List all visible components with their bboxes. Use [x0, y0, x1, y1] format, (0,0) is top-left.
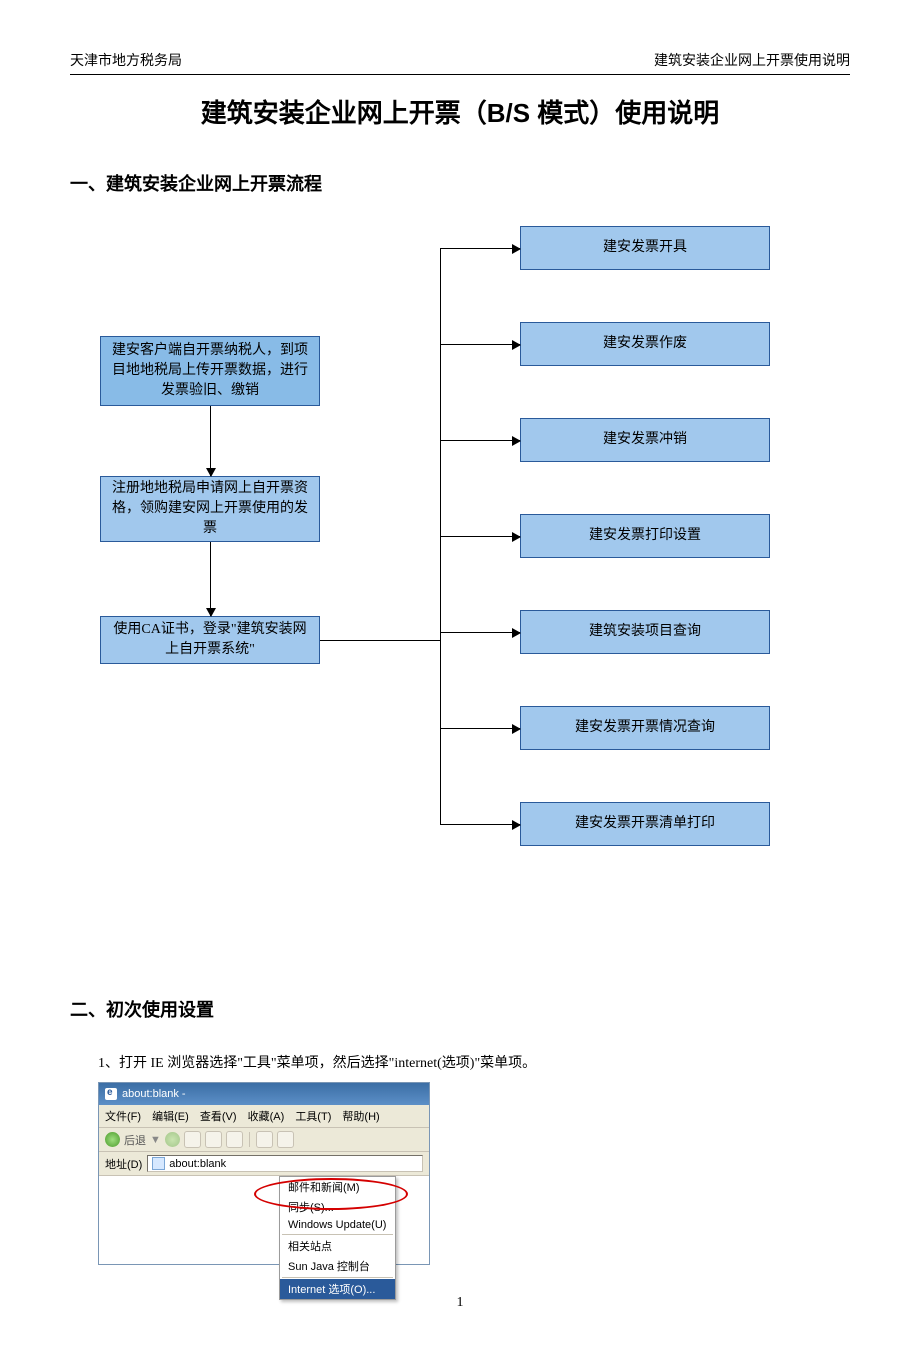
- flow-right-6: 建安发票开票清单打印: [520, 802, 770, 846]
- ie-menubar: 文件(F) 编辑(E) 查看(V) 收藏(A) 工具(T) 帮助(H): [99, 1105, 429, 1128]
- flow-right-4: 建筑安装项目查询: [520, 610, 770, 654]
- tools-dropdown: 邮件和新闻(M) 同步(S)... Windows Update(U) 相关站点…: [279, 1176, 396, 1300]
- flow-branch-5: [440, 728, 520, 729]
- ie-titlebar: about:blank -: [99, 1083, 429, 1105]
- menu-help[interactable]: 帮助(H): [342, 1111, 379, 1123]
- addr-value: about:blank: [169, 1158, 226, 1170]
- dd-wu[interactable]: Windows Update(U): [280, 1217, 395, 1233]
- back-label[interactable]: 后退: [124, 1132, 146, 1148]
- flowchart: 建安客户端自开票纳税人，到项目地地税局上传开票数据，进行发票验旧、缴销注册地地税…: [70, 226, 830, 936]
- flow-branch-6: [440, 824, 520, 825]
- doc-title: 建筑安装企业网上开票（B/S 模式）使用说明: [70, 93, 850, 130]
- flow-arrow-down-1: [210, 542, 211, 616]
- section1-heading: 一、建筑安装企业网上开票流程: [70, 170, 850, 196]
- search-icon[interactable]: [256, 1131, 273, 1148]
- home-icon[interactable]: [226, 1131, 243, 1148]
- dd-related[interactable]: 相关站点: [280, 1236, 395, 1256]
- menu-edit[interactable]: 编辑(E): [152, 1111, 189, 1123]
- section2-heading: 二、初次使用设置: [70, 996, 850, 1022]
- flow-left-0: 建安客户端自开票纳税人，到项目地地税局上传开票数据，进行发票验旧、缴销: [100, 336, 320, 406]
- flow-right-3: 建安发票打印设置: [520, 514, 770, 558]
- header-left: 天津市地方税务局: [70, 50, 182, 70]
- refresh-icon[interactable]: [205, 1131, 222, 1148]
- dd-sync[interactable]: 同步(S)...: [280, 1197, 395, 1217]
- ie-screenshot: about:blank - 文件(F) 编辑(E) 查看(V) 收藏(A) 工具…: [98, 1082, 430, 1265]
- flow-right-1: 建安发票作废: [520, 322, 770, 366]
- ie-addressbar: 地址(D) about:blank: [99, 1152, 429, 1176]
- flow-right-5: 建安发票开票情况查询: [520, 706, 770, 750]
- ie-content: 邮件和新闻(M) 同步(S)... Windows Update(U) 相关站点…: [99, 1176, 429, 1264]
- dd-java[interactable]: Sun Java 控制台: [280, 1256, 395, 1276]
- addr-input[interactable]: about:blank: [147, 1155, 423, 1172]
- ie-title-text: about:blank -: [122, 1088, 186, 1100]
- menu-view[interactable]: 查看(V): [200, 1111, 237, 1123]
- flow-right-0: 建安发票开具: [520, 226, 770, 270]
- fwd-icon: [165, 1132, 180, 1147]
- flow-right-2: 建安发票冲销: [520, 418, 770, 462]
- page-header: 天津市地方税务局 建筑安装企业网上开票使用说明: [70, 50, 850, 75]
- dd-inetopt[interactable]: Internet 选项(O)...: [280, 1279, 395, 1299]
- step1-text: 1、打开 IE 浏览器选择"工具"菜单项，然后选择"internet(选项)"菜…: [98, 1052, 850, 1072]
- page-number: 1: [70, 1295, 850, 1311]
- flow-branch-3: [440, 536, 520, 537]
- menu-tools[interactable]: 工具(T): [295, 1111, 331, 1123]
- flow-connector-main: [320, 640, 440, 641]
- flow-arrow-down-0: [210, 406, 211, 476]
- flow-left-1: 注册地地税局申请网上自开票资格，领购建安网上开票使用的发票: [100, 476, 320, 542]
- ie-toolbar: 后退 ▼: [99, 1128, 429, 1152]
- stop-icon[interactable]: [184, 1131, 201, 1148]
- menu-file[interactable]: 文件(F): [105, 1111, 141, 1123]
- back-icon[interactable]: [105, 1132, 120, 1147]
- addr-label: 地址(D): [105, 1156, 142, 1172]
- flow-branch-4: [440, 632, 520, 633]
- menu-fav[interactable]: 收藏(A): [248, 1111, 285, 1123]
- header-right: 建筑安装企业网上开票使用说明: [654, 50, 850, 70]
- dd-mail[interactable]: 邮件和新闻(M): [280, 1177, 395, 1197]
- flow-branch-2: [440, 440, 520, 441]
- page-icon: [152, 1157, 165, 1170]
- flow-branch-0: [440, 248, 520, 249]
- flow-branch-1: [440, 344, 520, 345]
- fav-icon[interactable]: [277, 1131, 294, 1148]
- ie-icon: [105, 1088, 117, 1100]
- flow-left-2: 使用CA证书，登录"建筑安装网上自开票系统": [100, 616, 320, 664]
